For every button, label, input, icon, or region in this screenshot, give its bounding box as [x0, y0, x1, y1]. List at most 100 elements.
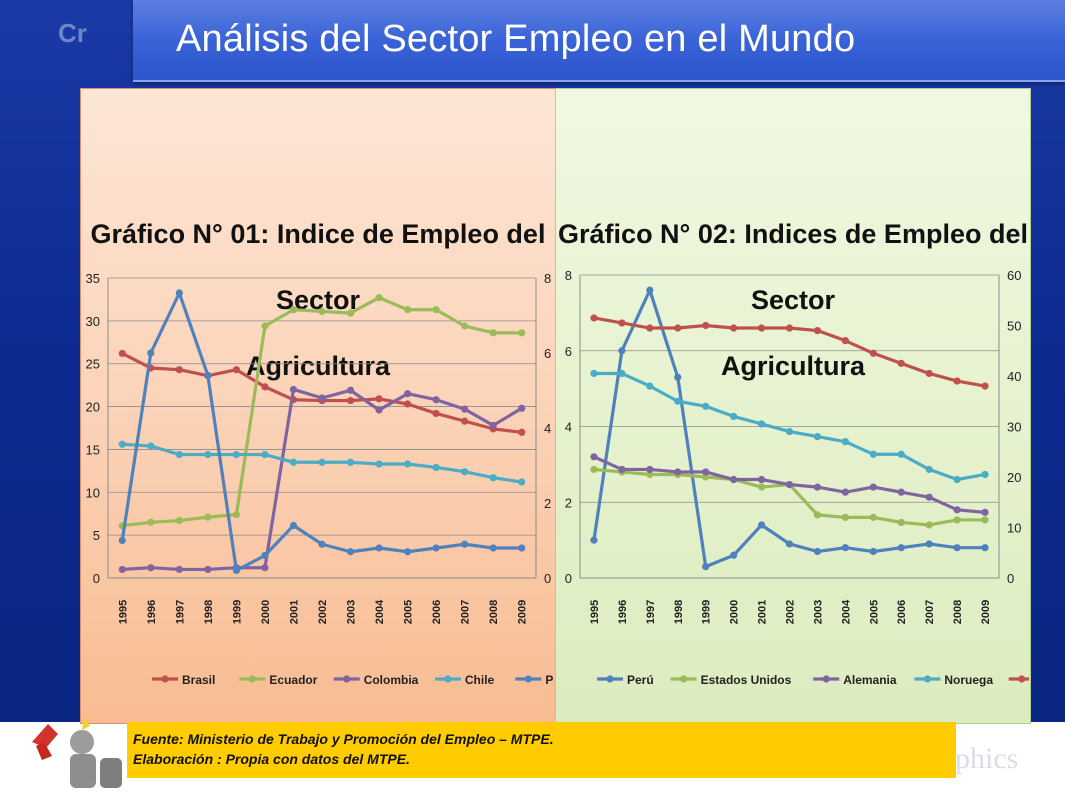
chart-1-xtick: 2007 [460, 600, 472, 624]
chart-2-series-peru-point [869, 547, 877, 556]
chart-2-series-noruega-point [925, 465, 933, 474]
chart-1-series-colombia-point [118, 565, 126, 574]
chart-2-xtick: 2009 [980, 600, 992, 624]
chart-2-ytick-right: 40 [1007, 369, 1021, 384]
chart-2-series-noruega-point [757, 420, 766, 428]
chart-1-series-colombia-point [204, 565, 212, 574]
chart-2-xtick: 1999 [701, 600, 713, 624]
chart-2-xtick: 2005 [868, 600, 880, 624]
chart-2-series-peru-point [618, 347, 626, 355]
chart-1-series-peru-point [489, 544, 497, 552]
chart-1-xtick: 1995 [117, 600, 129, 624]
chart-2-series-china-point [757, 324, 766, 332]
chart-2-series-estados-unidos-point [953, 516, 961, 524]
chart-1-series-brasil-point [404, 400, 412, 408]
chart-1: 0 5 10 15 20 25 30 35 0 2 4 6 8 1995 1996 1997 1998 1999 2… [86, 271, 554, 687]
chart-2-series-peru-point [646, 286, 654, 294]
chart-1-xtick: 2000 [260, 600, 272, 624]
chart-2-series-peru-point [981, 544, 989, 552]
chart-2-series-alemania-point [897, 488, 905, 496]
chart-2-xtick: 2001 [757, 600, 769, 624]
chart-1-xtick: 2008 [488, 600, 500, 624]
chart-1-series-peru-point [404, 548, 412, 556]
chart-2-series-alemania-point [869, 483, 877, 491]
chart-2-series-noruega-point [841, 438, 849, 446]
chart-2-series-noruega-point [953, 475, 961, 484]
chart-1-series-colombia-point [346, 386, 355, 394]
chart-1-series-peru-point [118, 536, 126, 545]
chart-1-ytick-left: 35 [86, 271, 100, 286]
chart-2-series-peru-point [841, 544, 849, 552]
chart-2-series-noruega-point [590, 369, 598, 378]
chart-1-legend-label: Brasil [182, 673, 215, 687]
chart-2-series-estados-unidos-point [757, 483, 766, 491]
chart-2-series-noruega-point [730, 412, 738, 420]
chart-1-ytick-right: 4 [544, 421, 551, 436]
chart-2-series-peru-point [785, 540, 794, 548]
chart-2-series-peru-point [757, 521, 766, 529]
chart-1-series-peru-point [289, 521, 298, 530]
chart-2-series-china-point [785, 324, 794, 332]
chart-2-series-noruega-point [813, 433, 822, 441]
chart-2-series-noruega-point [674, 397, 682, 405]
chart-1-series-chile-point [232, 450, 240, 459]
chart-2-series-alemania-point [674, 468, 682, 476]
chart-2-series-estados-unidos-point [925, 521, 933, 529]
chart-2-series-alemania-point [646, 465, 654, 474]
chart-2-ytick-left: 4 [565, 420, 572, 435]
chart-2-series-alemania-point [785, 480, 794, 489]
background-side-text: phics [955, 742, 1019, 775]
chart-2-ytick-left: 2 [565, 495, 572, 510]
chart-2-series-estados-unidos-point [702, 473, 710, 481]
chart-1-series-chile-point [175, 450, 183, 459]
chart-2-xtick: 1995 [589, 600, 601, 624]
chart-1-ytick-left: 10 [86, 485, 100, 500]
chart-2-series-china-point [618, 319, 626, 327]
chart-1-series-ecuador-point [461, 322, 469, 330]
chart-panel-2: Gráfico N° 02: Indices de Empleo del Sec… [555, 88, 1031, 724]
chart-2-series-china-point [702, 321, 710, 330]
chart-2-series-estados-unidos-point [590, 465, 598, 474]
chart-2-series-noruega-point [618, 369, 626, 378]
chart-2-series-peru-point [590, 536, 598, 544]
chart-2-ytick-left: 8 [565, 268, 572, 283]
chart-1-series-peru-point [147, 349, 155, 357]
chart-2-series-alemania-point [702, 468, 710, 476]
chart-2-series-estados-unidos-point [981, 516, 989, 524]
chart-2-series-china-point [674, 324, 682, 332]
chart-1-xtick: 1999 [231, 600, 243, 624]
chart-2-legend-label: Alemania [843, 673, 897, 687]
chart-2-series-noruega-point [702, 402, 710, 410]
chart-1-legend-label: Perú [545, 673, 554, 687]
chart-1-legend-label: Ecuador [269, 673, 317, 687]
chart-1-series-colombia-point [289, 385, 298, 394]
chart-2-series-china-point [953, 377, 961, 385]
chart-2-series-noruega-point [897, 450, 905, 458]
chart-1-legend-label: Colombia [364, 673, 419, 687]
chart-2-series-estados-unidos-point [897, 518, 905, 527]
chart-2-series-estados-unidos-point [646, 470, 654, 479]
chart-1-ytick-right: 8 [544, 271, 551, 286]
chart-2-series-noruega-point [869, 450, 877, 458]
chart-1-series-peru-point [518, 544, 526, 552]
chart-1-series-colombia-point [432, 396, 440, 404]
chart-2-xtick: 1998 [673, 600, 685, 624]
chart-2-ytick-right: 20 [1007, 470, 1021, 485]
chart-2-ytick-left: 0 [565, 571, 572, 586]
chart-2-ytick-right: 0 [1007, 571, 1014, 586]
chart-1-ytick-right: 6 [544, 346, 551, 361]
chart-2-ytick-right: 10 [1007, 521, 1021, 536]
chart-2-ytick-right: 50 [1007, 319, 1021, 334]
chart-2-ytick-left: 6 [565, 344, 572, 359]
page-title: Análisis del Sector Empleo en el Mundo [176, 18, 856, 60]
chart-1-xtick: 2009 [517, 600, 529, 624]
chart-1-series-colombia-point [489, 421, 497, 430]
chart-1-series-brasil-point [375, 395, 383, 403]
chart-2-series-noruega-point [981, 470, 989, 479]
chart-1-series-chile-point [346, 458, 355, 466]
chart-1-series-brasil-point [175, 366, 183, 374]
chart-1-series-ecuador-point [318, 307, 326, 316]
chart-2-xtick: 2002 [785, 600, 797, 624]
chart-1-series-chile-point [432, 463, 440, 472]
chart-1-xtick: 1997 [174, 600, 186, 624]
